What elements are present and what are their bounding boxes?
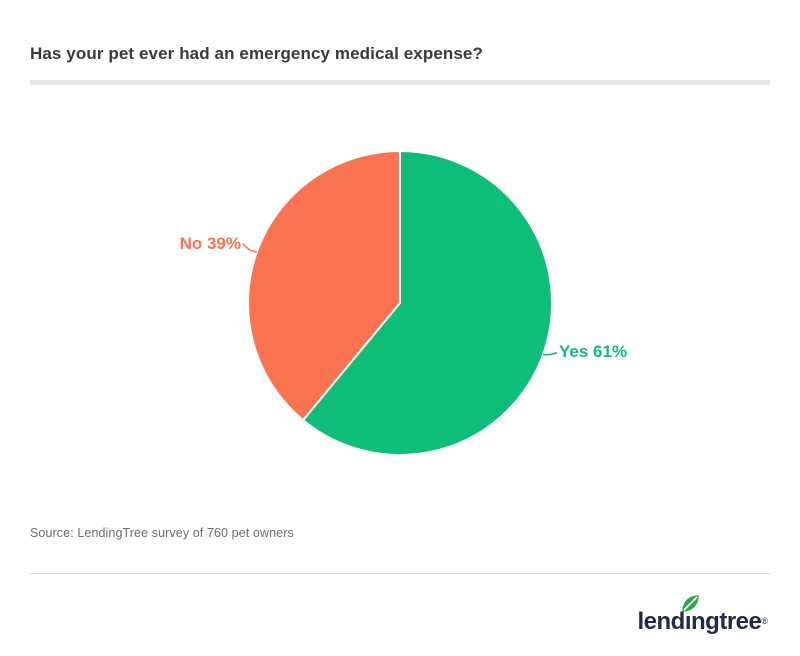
source-note: Source: LendingTree survey of 760 pet ow…: [30, 526, 294, 540]
logo-text-before-i: lend: [637, 608, 685, 635]
title-divider: [30, 80, 770, 85]
slice-label-yes: Yes 61%: [559, 342, 628, 362]
slice-label-no: No 39%: [179, 233, 241, 253]
chart-title: Has your pet ever had an emergency medic…: [30, 44, 483, 63]
lendingtree-logo: lend ıngtree®: [637, 595, 768, 636]
pie-slice-yes: [302, 150, 553, 456]
label-leader-yes: [542, 351, 558, 356]
pie-slice-no: [247, 150, 401, 422]
footer-divider: [30, 573, 770, 574]
leaf-icon: [682, 595, 699, 612]
logo-text-after-i: ngtree: [691, 608, 762, 635]
label-leader-no: [242, 243, 258, 253]
registered-trademark: ®: [761, 616, 768, 626]
logo-dotless-i: ı: [684, 608, 692, 635]
logo-i-with-leaf: ı: [682, 595, 699, 636]
